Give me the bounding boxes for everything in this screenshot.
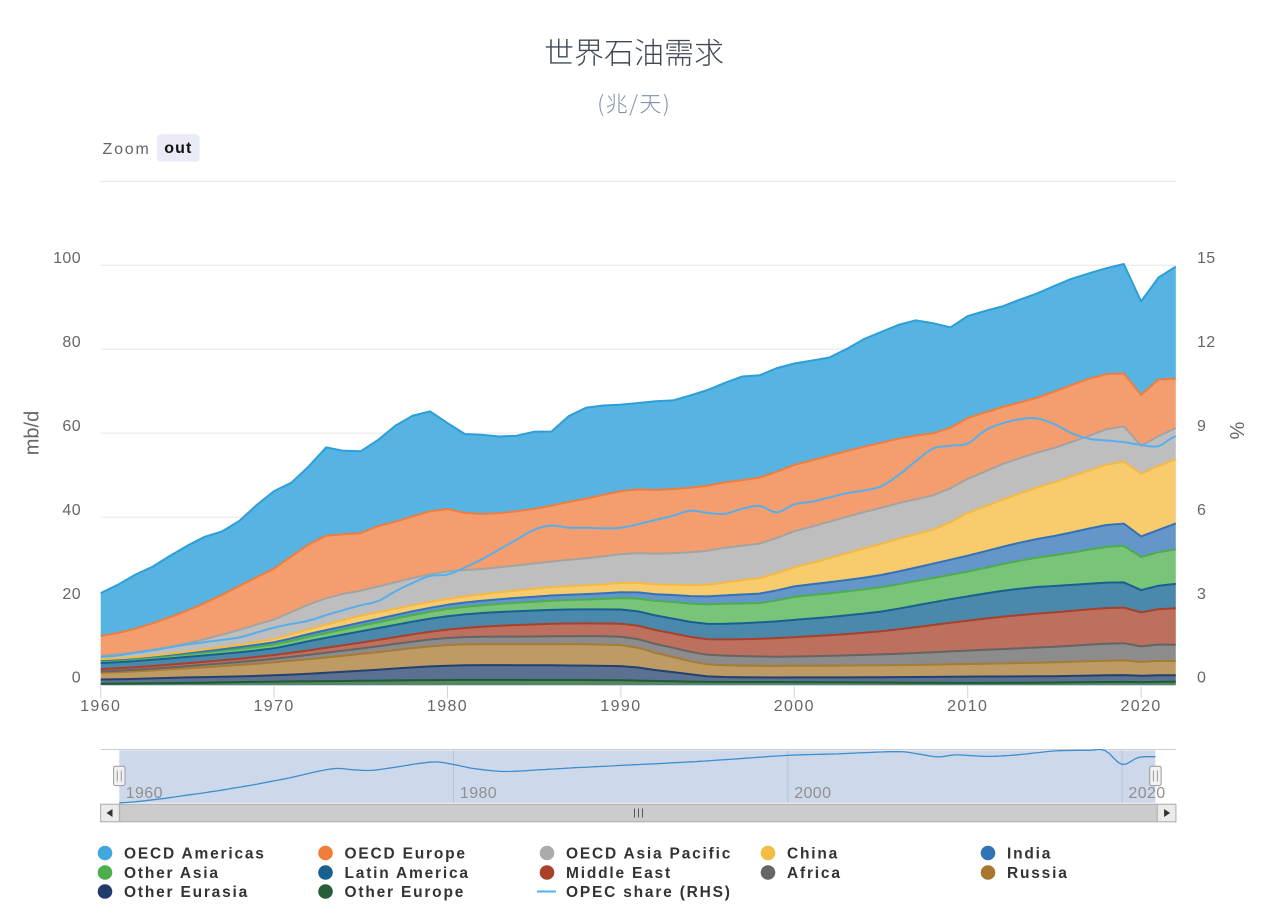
svg-text:OECD Asia Pacific: OECD Asia Pacific [566,846,732,863]
svg-text:Latin America: Latin America [345,865,470,882]
svg-text:2010: 2010 [947,698,988,715]
svg-text:40: 40 [62,502,81,519]
svg-text:15: 15 [1197,250,1216,267]
svg-text:9: 9 [1197,418,1206,435]
svg-text:12: 12 [1197,334,1216,351]
svg-text:out: out [164,140,192,157]
svg-text:20: 20 [62,586,81,603]
svg-text:Africa: Africa [787,865,842,882]
svg-text:2020: 2020 [1128,785,1165,802]
svg-text:Zoom: Zoom [103,141,151,158]
svg-text:1970: 1970 [253,698,294,715]
svg-text:%: % [1225,422,1247,440]
svg-text:60: 60 [62,418,81,435]
svg-text:1990: 1990 [600,698,641,715]
svg-text:1960: 1960 [80,698,121,715]
svg-text:OECD Americas: OECD Americas [124,846,266,863]
svg-text:80: 80 [62,334,81,351]
svg-text:2020: 2020 [1120,698,1161,715]
svg-text:OECD Europe: OECD Europe [345,846,467,863]
svg-text:100: 100 [53,250,81,267]
svg-text:0: 0 [1197,670,1206,687]
svg-text:OPEC share (RHS): OPEC share (RHS) [566,884,732,901]
svg-text:China: China [787,846,839,863]
svg-text:2000: 2000 [774,698,815,715]
svg-text:Other Europe: Other Europe [345,884,466,901]
svg-text:1980: 1980 [427,698,468,715]
svg-text:Russia: Russia [1007,865,1069,882]
svg-text:3: 3 [1197,586,1206,603]
svg-text:2000: 2000 [794,785,831,802]
svg-text:India: India [1007,846,1052,863]
svg-text:Middle East: Middle East [566,865,672,882]
svg-text:1980: 1980 [460,785,497,802]
svg-text:Other Asia: Other Asia [124,865,220,882]
svg-text:0: 0 [72,670,81,687]
svg-text:mb/d: mb/d [22,411,44,455]
svg-text:6: 6 [1197,502,1206,519]
svg-text:Other Eurasia: Other Eurasia [124,884,249,901]
svg-text:1960: 1960 [126,785,163,802]
